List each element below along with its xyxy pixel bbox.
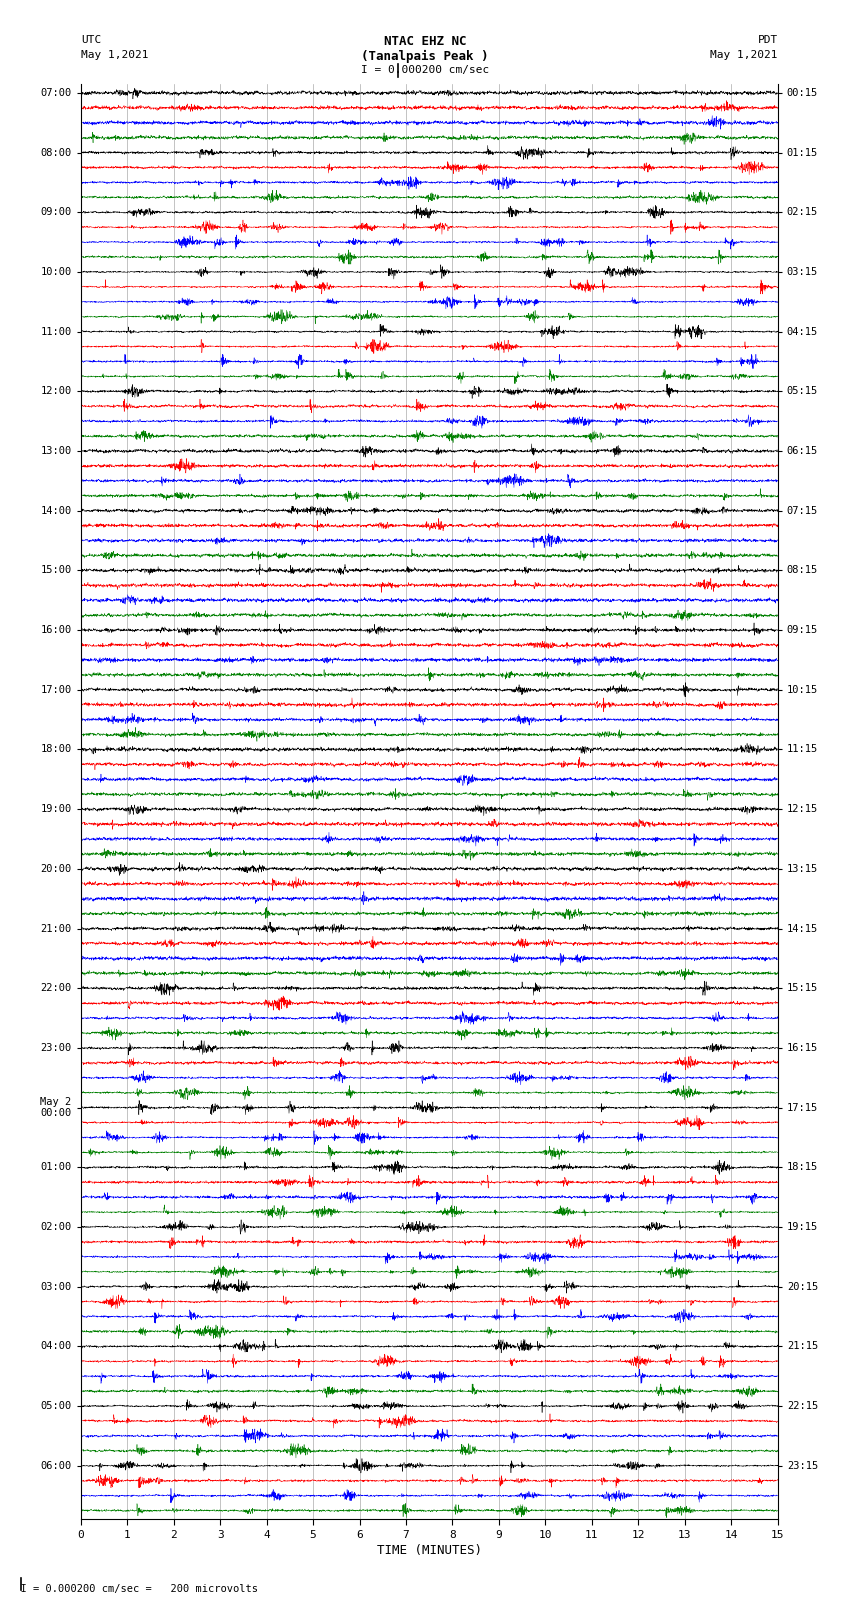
Text: (Tanalpais Peak ): (Tanalpais Peak ) (361, 50, 489, 63)
Text: May 1,2021: May 1,2021 (711, 50, 778, 60)
Text: I = 0.000200 cm/sec =   200 microvolts: I = 0.000200 cm/sec = 200 microvolts (8, 1584, 258, 1594)
Text: UTC: UTC (81, 35, 101, 45)
Text: NTAC EHZ NC: NTAC EHZ NC (383, 35, 467, 48)
Text: PDT: PDT (757, 35, 778, 45)
Text: May 1,2021: May 1,2021 (81, 50, 148, 60)
Text: I = 0.000200 cm/sec: I = 0.000200 cm/sec (361, 65, 489, 74)
X-axis label: TIME (MINUTES): TIME (MINUTES) (377, 1544, 482, 1557)
